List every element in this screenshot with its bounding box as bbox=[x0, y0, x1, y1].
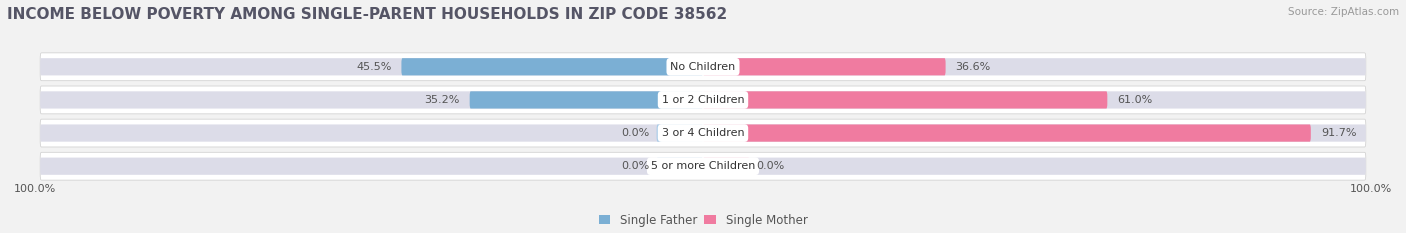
Text: Source: ZipAtlas.com: Source: ZipAtlas.com bbox=[1288, 7, 1399, 17]
Text: 100.0%: 100.0% bbox=[1350, 184, 1392, 194]
FancyBboxPatch shape bbox=[703, 124, 1310, 142]
Text: No Children: No Children bbox=[671, 62, 735, 72]
FancyBboxPatch shape bbox=[703, 124, 1365, 142]
FancyBboxPatch shape bbox=[703, 58, 946, 75]
Text: 36.6%: 36.6% bbox=[956, 62, 991, 72]
FancyBboxPatch shape bbox=[41, 58, 703, 75]
Text: 3 or 4 Children: 3 or 4 Children bbox=[662, 128, 744, 138]
FancyBboxPatch shape bbox=[41, 86, 1365, 114]
Legend: Single Father, Single Mother: Single Father, Single Mother bbox=[599, 214, 807, 227]
FancyBboxPatch shape bbox=[402, 58, 703, 75]
Text: 61.0%: 61.0% bbox=[1118, 95, 1153, 105]
Text: 91.7%: 91.7% bbox=[1320, 128, 1357, 138]
FancyBboxPatch shape bbox=[41, 119, 1365, 147]
FancyBboxPatch shape bbox=[703, 158, 749, 175]
FancyBboxPatch shape bbox=[41, 53, 1365, 81]
FancyBboxPatch shape bbox=[703, 158, 1365, 175]
FancyBboxPatch shape bbox=[703, 91, 1365, 109]
Text: 35.2%: 35.2% bbox=[425, 95, 460, 105]
FancyBboxPatch shape bbox=[41, 158, 703, 175]
Text: 0.0%: 0.0% bbox=[621, 128, 650, 138]
Text: INCOME BELOW POVERTY AMONG SINGLE-PARENT HOUSEHOLDS IN ZIP CODE 38562: INCOME BELOW POVERTY AMONG SINGLE-PARENT… bbox=[7, 7, 727, 22]
Text: 100.0%: 100.0% bbox=[14, 184, 56, 194]
FancyBboxPatch shape bbox=[657, 158, 703, 175]
FancyBboxPatch shape bbox=[703, 91, 1108, 109]
FancyBboxPatch shape bbox=[703, 58, 1365, 75]
FancyBboxPatch shape bbox=[657, 124, 703, 142]
FancyBboxPatch shape bbox=[41, 124, 703, 142]
FancyBboxPatch shape bbox=[41, 152, 1365, 180]
Text: 0.0%: 0.0% bbox=[621, 161, 650, 171]
Text: 1 or 2 Children: 1 or 2 Children bbox=[662, 95, 744, 105]
Text: 5 or more Children: 5 or more Children bbox=[651, 161, 755, 171]
Text: 0.0%: 0.0% bbox=[756, 161, 785, 171]
FancyBboxPatch shape bbox=[41, 91, 703, 109]
Text: 45.5%: 45.5% bbox=[356, 62, 391, 72]
FancyBboxPatch shape bbox=[470, 91, 703, 109]
